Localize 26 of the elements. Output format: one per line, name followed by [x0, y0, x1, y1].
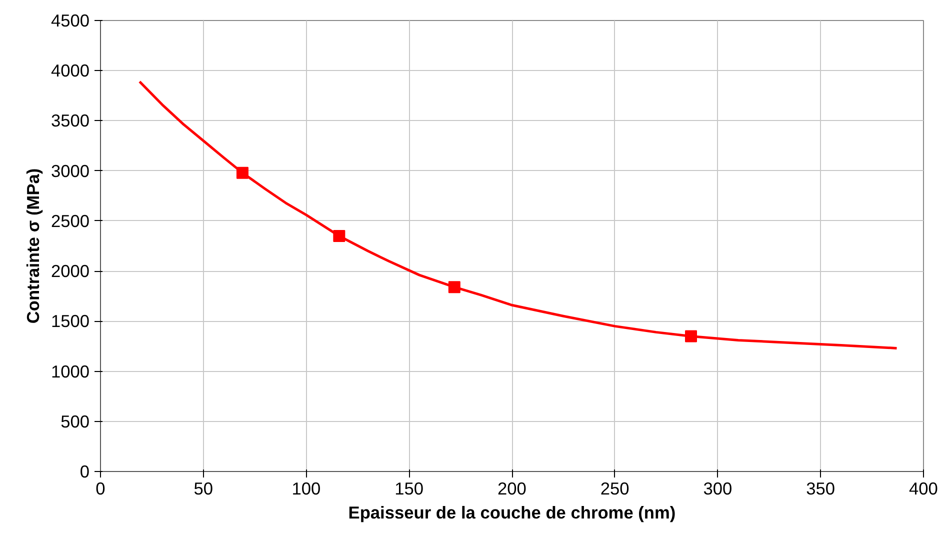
y-tick-label: 2000 [50, 261, 90, 282]
x-tick-label: 400 [909, 478, 938, 498]
point [333, 230, 346, 242]
y-tick-label: 3000 [50, 160, 90, 181]
y-tick-label: 3500 [50, 110, 90, 131]
y-tick-label: 2500 [50, 210, 90, 231]
x-tick-label: 50 [194, 478, 214, 498]
x-tick-label: 350 [806, 478, 836, 498]
line-series [138, 80, 898, 350]
y-tick-label: 1500 [50, 311, 90, 332]
point [685, 330, 698, 342]
point [448, 281, 460, 294]
x-tick-label: 200 [498, 478, 526, 498]
x-axis-title: Epaisseur de la couche de chrome (nm) [348, 502, 676, 522]
y-tick-label: 500 [60, 411, 90, 432]
x-tick-label: 100 [292, 478, 321, 498]
y-tick-label: 1000 [50, 361, 90, 382]
y-tick-label: 4500 [50, 10, 90, 30]
x-tick-label: 250 [600, 478, 630, 498]
point [236, 166, 248, 179]
x-tick-label: 150 [394, 478, 424, 498]
y-tick-label: 0 [80, 462, 90, 482]
y-axis-title: Contrainte σ (MPa) [22, 168, 43, 324]
x-tick-label: 300 [703, 478, 732, 498]
x-tick-label: 0 [96, 478, 106, 498]
y-tick-label: 4000 [50, 60, 90, 81]
